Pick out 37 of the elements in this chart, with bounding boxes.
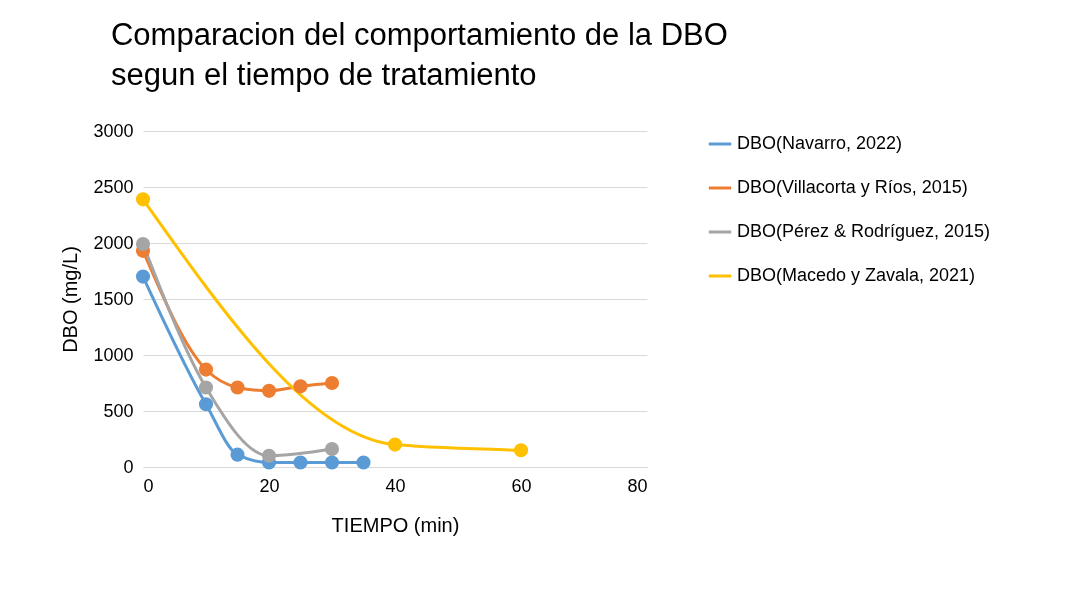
point xyxy=(135,269,151,284)
y-tick-label: 0 xyxy=(123,456,134,477)
point xyxy=(261,448,277,463)
y-tick-label: 1000 xyxy=(93,344,134,365)
point xyxy=(293,379,308,394)
point xyxy=(324,375,340,391)
x-tick-label: 0 xyxy=(143,475,154,496)
point xyxy=(387,437,403,452)
x-tick-label: 60 xyxy=(511,475,532,496)
x-axis-title: TIEMPO (min) xyxy=(331,513,460,536)
point xyxy=(261,383,277,398)
point xyxy=(198,362,214,377)
point xyxy=(324,455,340,470)
y-tick-label: 3000 xyxy=(93,120,134,141)
point xyxy=(135,237,151,252)
point xyxy=(324,442,340,457)
y-axis-title: DBO (mg/L) xyxy=(59,246,82,353)
x-tick-label: 40 xyxy=(385,475,406,496)
point xyxy=(513,443,529,458)
chart-title: Comparacion del comportamiento de la DBO segun el tiempo de tratamiento xyxy=(110,17,728,92)
legend-label: DBO(Navarro, 2022) xyxy=(737,133,903,153)
y-tick-label: 500 xyxy=(103,400,134,421)
point xyxy=(356,455,371,470)
legend-label: DBO(Pérez & Rodríguez, 2015) xyxy=(737,221,991,241)
point xyxy=(293,455,308,470)
point xyxy=(198,397,214,412)
x-tick-label: 80 xyxy=(627,475,648,496)
legend-label: DBO(Macedo y Zavala, 2021) xyxy=(737,265,976,285)
y-tick-label: 2000 xyxy=(93,232,134,253)
y-tick-label: 1500 xyxy=(93,288,134,309)
point xyxy=(198,380,214,395)
legend-label: DBO(Villacorta y Ríos, 2015) xyxy=(737,177,968,197)
point xyxy=(230,447,245,462)
x-tick-label: 20 xyxy=(259,475,280,496)
point xyxy=(230,380,245,395)
point xyxy=(135,192,151,207)
y-tick-label: 2500 xyxy=(93,176,134,197)
